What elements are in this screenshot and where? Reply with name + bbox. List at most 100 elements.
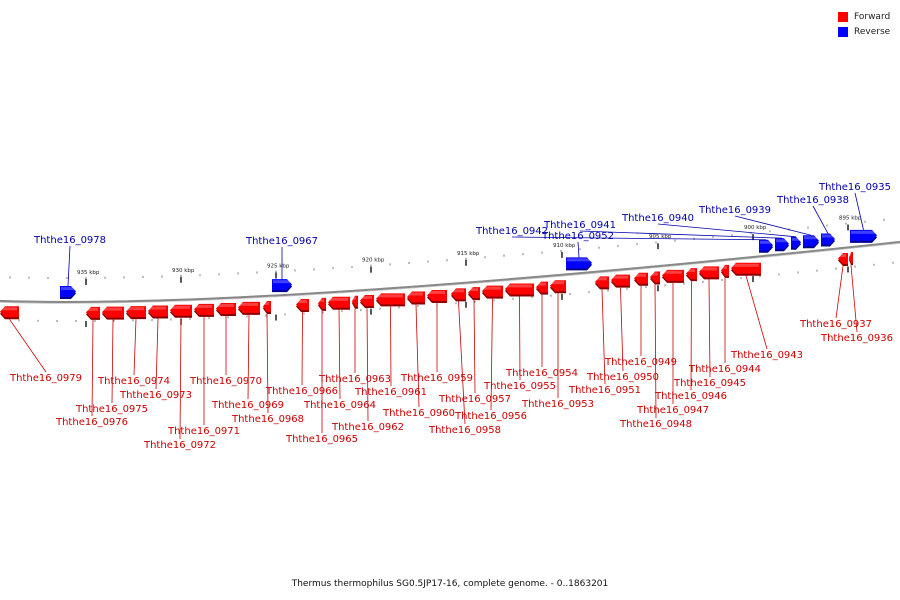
gene-ththe16-0957 [468, 287, 480, 299]
gene-ththe16-0949 [634, 272, 648, 284]
leader-ththe16-0955 [519, 296, 521, 381]
gene-ththe16-0975-highlight [103, 307, 122, 311]
leader-ththe16-0940 [657, 223, 797, 238]
gene-label-ththe16-0973: Ththe16_0973 [119, 390, 192, 401]
gene-ththe16-0935-highlight [851, 230, 875, 234]
gene-ththe16-0941 [775, 238, 789, 250]
gene-ththe16-0963 [352, 295, 358, 307]
gene-ththe16-0942 [759, 239, 773, 251]
gene-label-ththe16-0978: Ththe16_0978 [33, 235, 106, 246]
gene-ththe16-0946 [686, 268, 697, 280]
gene-ththe16-0968 [263, 300, 271, 312]
leader-ththe16-0979 [9, 319, 47, 373]
forward-swatch [838, 11, 848, 22]
legend-forward-label: Forward [854, 11, 891, 22]
leader-ththe16-0952 [577, 241, 580, 258]
gene-ththe16-0959-highlight [428, 290, 445, 294]
gene-ththe16-0967 [272, 279, 292, 291]
gene-ththe16-0973 [148, 305, 168, 317]
reverse-swatch [838, 26, 848, 37]
gene-ththe16-0978 [60, 286, 76, 298]
gene-ththe16-0979-highlight [1, 307, 17, 311]
leader-ththe16-0975 [111, 319, 114, 404]
genes-layer [0, 229, 877, 320]
gene-ththe16-0940 [791, 236, 801, 248]
gene-ththe16-0970 [216, 302, 236, 314]
leader-ththe16-0978 [67, 245, 71, 287]
gene-ththe16-0970-highlight [217, 303, 234, 307]
leader-ththe16-0938 [812, 205, 829, 234]
gene-label-ththe16-0948: Ththe16_0948 [619, 419, 692, 430]
gene-ththe16-0967-highlight [273, 280, 290, 284]
leader-ththe16-0964 [338, 309, 341, 400]
leader-ththe16-0957 [473, 300, 476, 394]
gene-ththe16-0966 [296, 299, 309, 311]
gene-label-ththe16-0961: Ththe16_0961 [354, 387, 427, 398]
gene-ththe16-0962-highlight [361, 295, 372, 299]
gene-ththe16-0939 [803, 235, 819, 247]
leader-ththe16-0946 [690, 281, 692, 391]
gene-label-ththe16-0968: Ththe16_0968 [231, 414, 304, 425]
gene-ththe16-0948 [650, 271, 660, 283]
gene-ththe16-0942-highlight [760, 240, 771, 244]
gene-ththe16-0961 [376, 293, 405, 305]
gene-ththe16-0938 [821, 233, 835, 245]
legend-reverse: Reverse [838, 24, 890, 39]
gene-ththe16-0954 [536, 281, 548, 293]
gene-label-ththe16-0945: Ththe16_0945 [673, 378, 746, 389]
leader-ththe16-0956 [490, 298, 493, 411]
gene-label-ththe16-0955: Ththe16_0955 [483, 381, 556, 392]
gene-ththe16-0952 [566, 257, 592, 269]
gene-ththe16-0978-highlight [61, 287, 74, 291]
scale-tick-label: 895 kbp [839, 215, 862, 221]
gene-ththe16-0972-highlight [171, 305, 190, 309]
gene-label-ththe16-0953: Ththe16_0953 [521, 399, 594, 410]
gene-ththe16-0956-highlight [483, 286, 501, 290]
gene-ththe16-0960-highlight [408, 292, 423, 296]
gene-ththe16-0960 [407, 291, 425, 303]
gene-label-ththe16-0943: Ththe16_0943 [730, 350, 803, 361]
gene-ththe16-0950 [611, 274, 630, 286]
leader-ththe16-0939 [734, 215, 812, 236]
gene-label-ththe16-0975: Ththe16_0975 [75, 404, 148, 415]
gene-ththe16-0973-highlight [149, 306, 166, 310]
leader-ththe16-0951 [601, 289, 606, 385]
gene-label-ththe16-0960: Ththe16_0960 [382, 408, 455, 419]
gene-label-ththe16-0964: Ththe16_0964 [303, 400, 376, 411]
gene-ththe16-0944-highlight [722, 265, 727, 269]
gene-label-ththe16-0965: Ththe16_0965 [285, 434, 358, 445]
gene-ththe16-0937 [838, 252, 848, 264]
gene-label-ththe16-0958: Ththe16_0958 [428, 425, 501, 436]
gene-ththe16-0972 [170, 304, 192, 316]
gene-ththe16-0975 [102, 306, 124, 318]
gene-ththe16-0947 [662, 269, 684, 281]
gene-ththe16-0944 [721, 264, 729, 276]
leader-ththe16-0941 [579, 230, 783, 239]
gene-label-ththe16-0969: Ththe16_0969 [211, 400, 284, 411]
gene-ththe16-0939-highlight [804, 236, 817, 240]
gene-ththe16-0976-highlight [87, 307, 98, 311]
gene-ththe16-0968-highlight [264, 301, 269, 305]
gene-ththe16-0936-highlight [850, 253, 851, 257]
gene-ththe16-0948-highlight [651, 272, 658, 276]
leader-ththe16-0974 [133, 319, 137, 376]
gene-label-ththe16-0954: Ththe16_0954 [505, 368, 578, 379]
gene-label-ththe16-0935: Ththe16_0935 [818, 182, 891, 193]
leader-ththe16-0976 [91, 319, 94, 417]
gene-label-ththe16-0971: Ththe16_0971 [167, 426, 240, 437]
gene-label-ththe16-0957: Ththe16_0957 [438, 394, 511, 405]
gene-label-ththe16-0949: Ththe16_0949 [604, 357, 677, 368]
gene-ththe16-0952-highlight [567, 258, 590, 262]
gene-label-ththe16-0950: Ththe16_0950 [586, 372, 659, 383]
leader-ththe16-0961 [390, 306, 392, 387]
gene-ththe16-0965-highlight [319, 298, 324, 302]
gene-ththe16-0951-highlight [596, 277, 607, 281]
gene-ththe16-0953-highlight [551, 281, 564, 285]
leader-ththe16-0966 [301, 312, 303, 386]
gene-ththe16-0955-highlight [506, 284, 532, 288]
gene-ththe16-0954-highlight [537, 282, 546, 286]
gene-ththe16-0958-highlight [452, 289, 464, 293]
gene-label-ththe16-0963: Ththe16_0963 [318, 374, 391, 385]
leader-ththe16-0960 [415, 304, 420, 408]
